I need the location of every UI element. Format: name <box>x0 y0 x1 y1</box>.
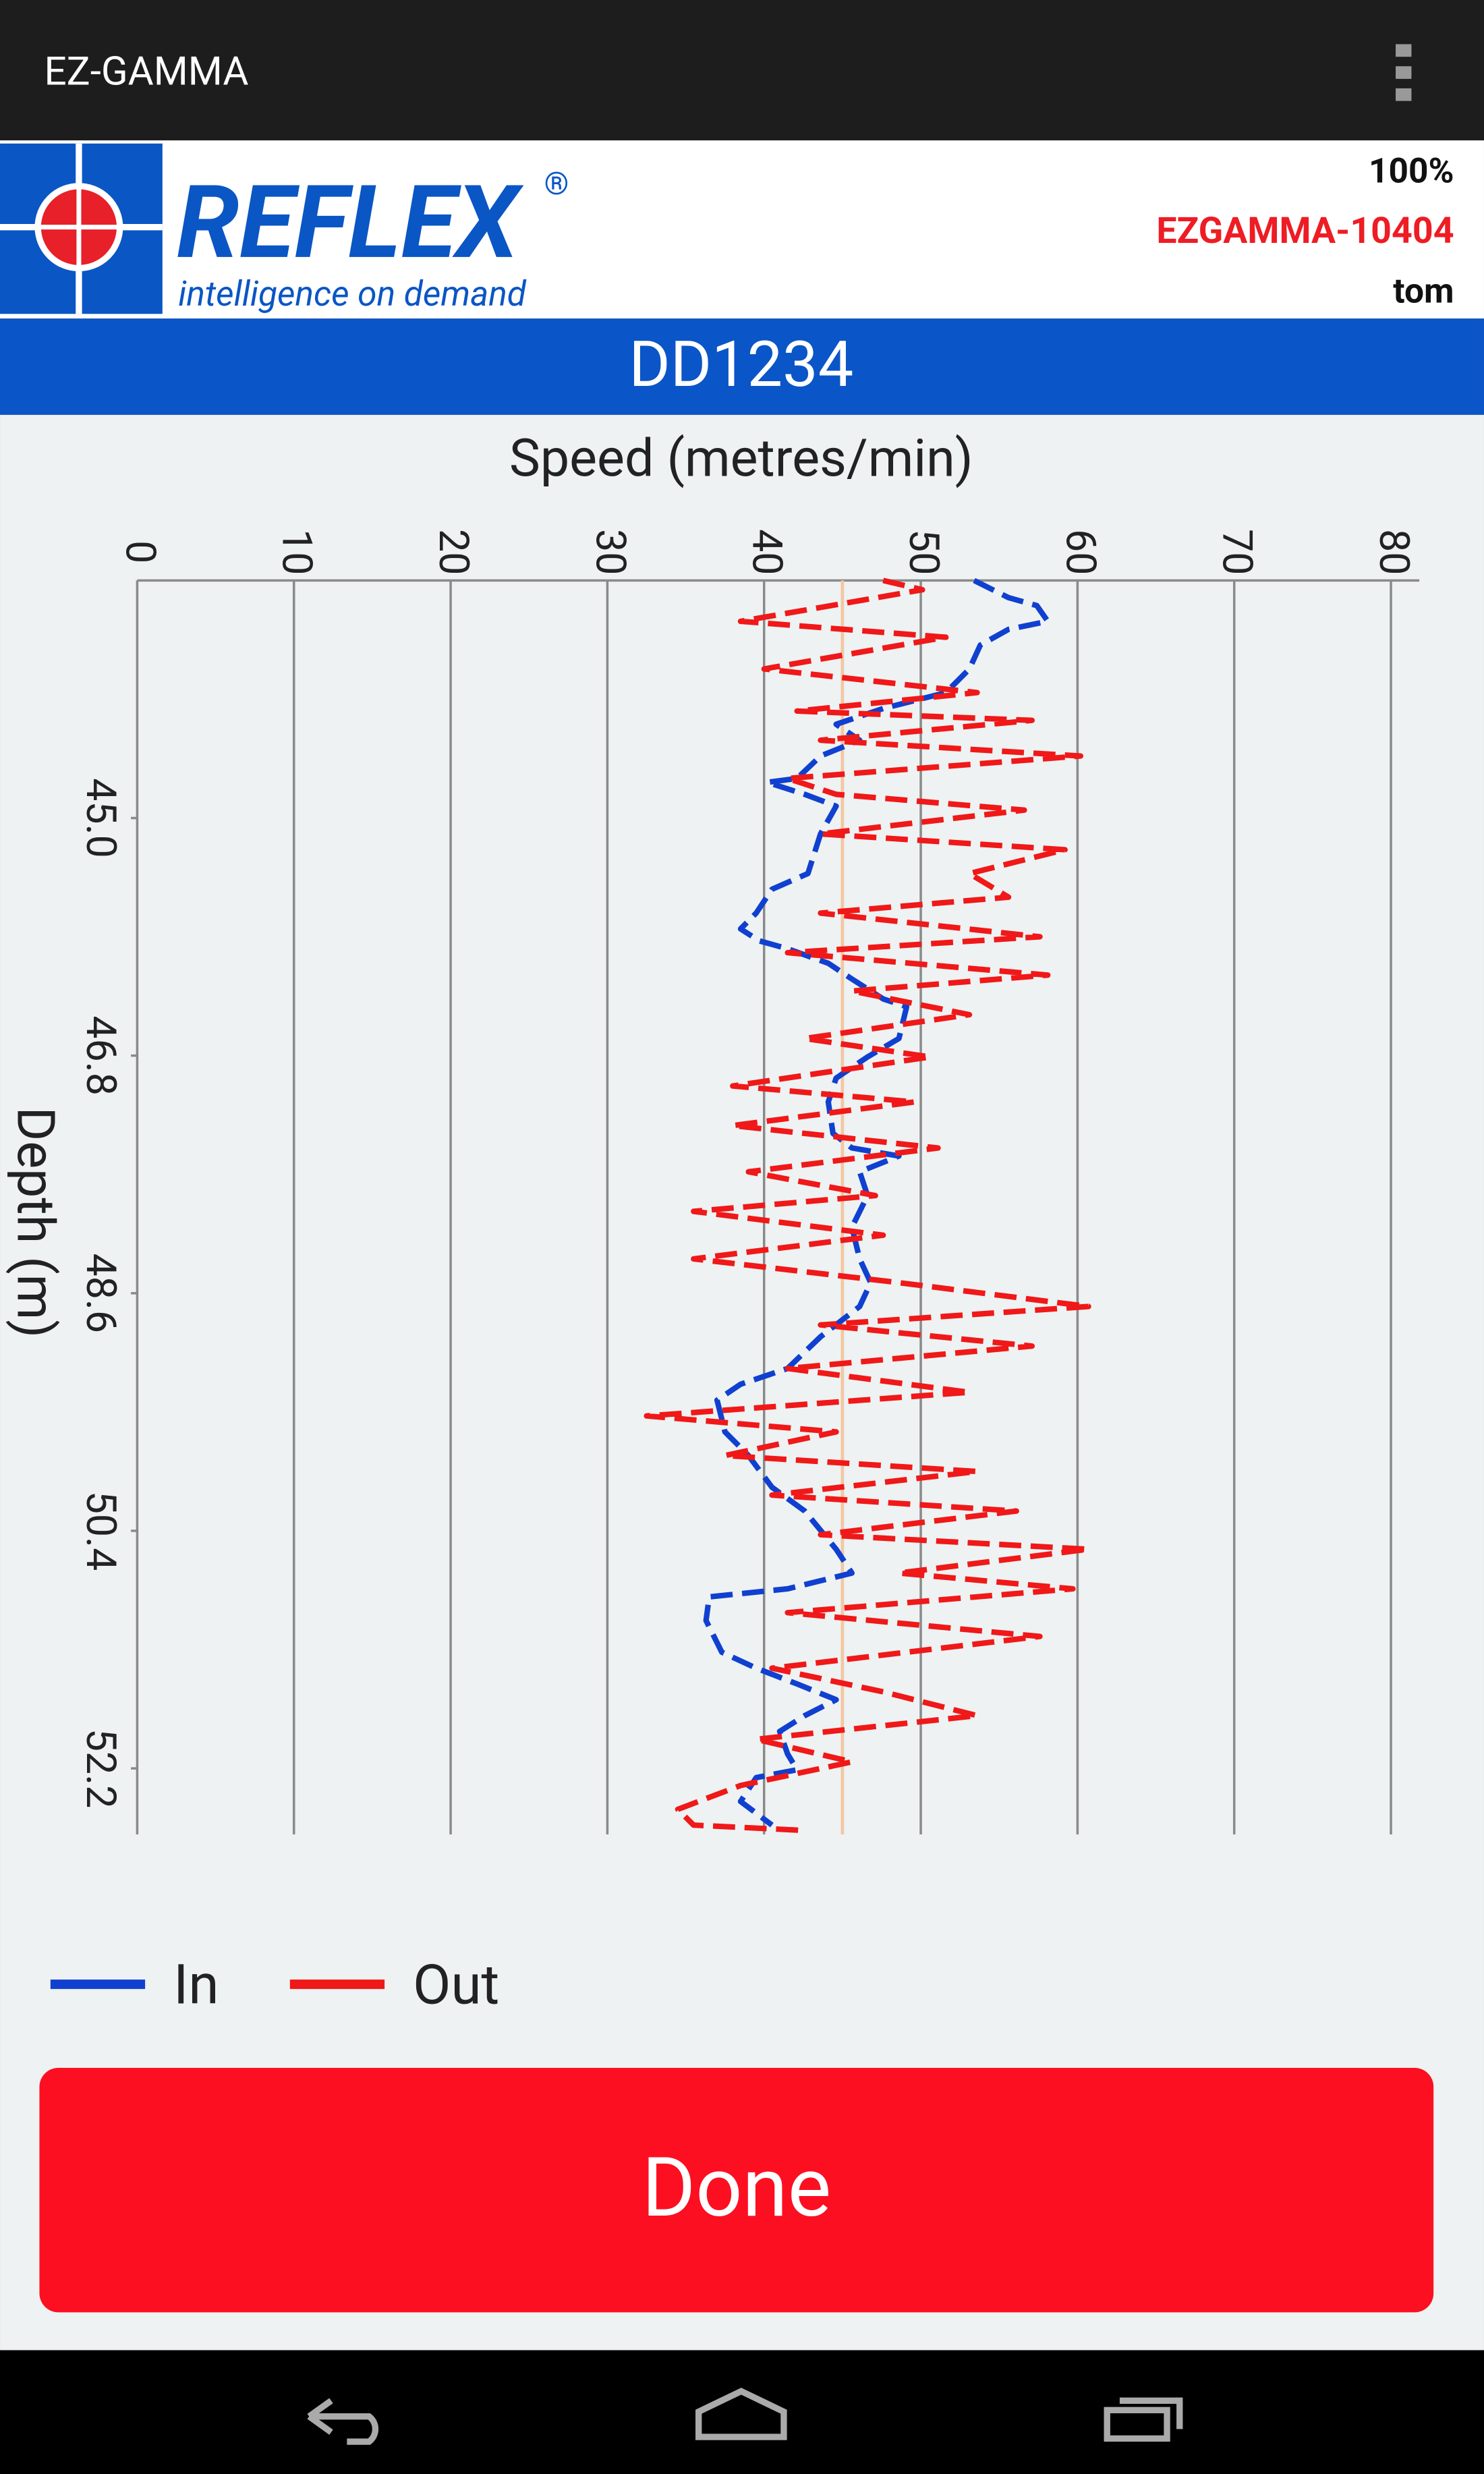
menu-button[interactable] <box>1396 44 1412 101</box>
home-button[interactable] <box>695 2388 787 2440</box>
brand: REFLEX <box>177 163 524 282</box>
registered-mark: ® <box>544 166 569 202</box>
nav-bar <box>0 2350 1484 2474</box>
x-axis-title: Speed (metres/min) <box>509 427 973 488</box>
back-button[interactable] <box>307 2398 379 2445</box>
x-tick-label: 0 <box>116 540 164 563</box>
legend-label: Out <box>413 1952 499 2017</box>
y-tick-label: 52.2 <box>77 1728 125 1808</box>
legend-label: In <box>173 1952 219 2017</box>
tagline: intelligence on demand <box>178 273 527 314</box>
battery: 100% <box>1369 150 1454 192</box>
x-tick-label: 70 <box>1214 529 1261 575</box>
x-tick-label: 40 <box>743 529 791 575</box>
series-line <box>703 578 1051 1828</box>
done-button[interactable]: Done <box>39 2067 1434 2313</box>
x-tick-label: 60 <box>1056 529 1104 575</box>
x-tick-label: 10 <box>273 529 321 575</box>
app-bar <box>0 0 1484 141</box>
header <box>0 140 1484 319</box>
x-tick-label: 30 <box>586 529 634 575</box>
chart: Speed (metres/min) Depth (m) 0 10 20 30 40 50 60… <box>5 427 1420 2017</box>
recents-button[interactable] <box>1104 2397 1183 2442</box>
y-axis-title: Depth (m) <box>5 1107 66 1339</box>
series-line <box>644 578 1091 1834</box>
y-tick-label: 46.8 <box>77 1015 125 1095</box>
x-tick-label: 20 <box>430 529 478 575</box>
button-background[interactable] <box>39 2067 1434 2313</box>
x-tick-label: 50 <box>900 529 948 575</box>
app-title: EZ-GAMMA <box>44 49 248 94</box>
x-tick-label: 80 <box>1370 529 1418 575</box>
hole-bar <box>0 318 1484 415</box>
y-tick-label: 48.6 <box>77 1254 125 1333</box>
hole-id: DD1234 <box>629 327 853 401</box>
user: tom <box>1393 270 1454 311</box>
y-tick-label: 45.0 <box>77 778 125 858</box>
logo <box>0 143 163 314</box>
device-id: EZGAMMA-10404 <box>1156 210 1454 252</box>
button-label[interactable]: Done <box>641 2139 831 2236</box>
y-tick-label: 50.4 <box>77 1491 125 1571</box>
